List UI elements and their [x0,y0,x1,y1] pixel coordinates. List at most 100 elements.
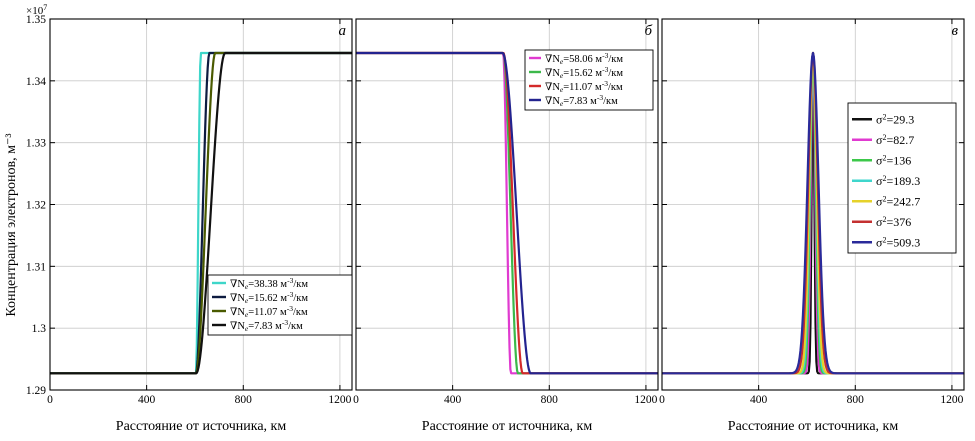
series-line-1-3 [355,51,659,375]
legend-entry: σ2=509.3 [876,235,920,249]
legend-value: =58.06 м [563,54,602,65]
legend: ∇Ne=58.06 м-3/км∇Ne=15.62 м-3/км∇Ne=11.0… [524,49,654,111]
legend-exponent: -3 [602,65,608,74]
legend-symbol: σ [876,133,883,147]
y-tick-label: 1.34 [26,76,46,88]
series-line-2-6 [661,51,965,375]
x-tick-label: 800 [541,394,559,406]
legend-value: =7.83 м [248,321,282,332]
legend-value: =15.62 м [563,68,602,79]
legend-symbol: σ [876,235,883,249]
panel-label: б [644,23,652,39]
legend-symbol: σ [876,194,883,208]
legend-exponent: -3 [602,79,608,88]
x-tick-label: 1200 [940,394,963,406]
y-tick-label: 1.35 [26,14,46,26]
legend-subscript: e [560,99,564,108]
legend-entry: σ2=136 [876,153,911,167]
legend-subscript: e [560,71,564,80]
legend-exponent: -3 [602,51,608,60]
legend-value: =82.7 [886,133,914,147]
legend-exponent: 2 [882,174,886,183]
legend-value: =11.07 м [563,82,602,93]
y-tick-label: 1.29 [26,385,46,397]
y-multiplier-base: ×10 [26,5,44,17]
legend-entry: σ2=189.3 [876,174,920,188]
x-axis-label: Расстояние от источника, км [422,419,593,434]
x-tick-label: 400 [138,394,156,406]
x-tick-label: 0 [47,394,53,406]
legend-value: =189.3 [886,174,920,188]
x-tick-label: 1200 [634,394,657,406]
legend-entry: ∇Ne=11.07 м-3/км [545,79,623,94]
legend-entry: ∇Ne=58.06 м-3/км [545,51,623,66]
y-multiplier-exponent: 7 [43,3,47,12]
legend-entry: σ2=242.7 [876,194,920,208]
legend-entry: ∇Ne=15.62 м-3/км [545,65,623,80]
legend-symbol: ∇N [545,82,560,93]
legend: σ2=29.3σ2=82.7σ2=136σ2=189.3σ2=242.7σ2=3… [847,102,957,254]
legend-subscript: e [560,85,564,94]
legend-exponent: 2 [882,153,886,162]
legend-exponent: -3 [597,93,603,102]
x-tick-label: 1200 [328,394,351,406]
y-tick-label: 1.33 [26,138,46,150]
legend-entry: ∇Ne=7.83 м-3/км [230,318,303,333]
panel-1: 0 400 800 1200 б Расстояние от источника, км ∇… [353,18,659,434]
legend-exponent: 2 [882,133,886,142]
legend-symbol: ∇N [230,321,245,332]
legend-symbol: σ [876,153,883,167]
legend-exponent: 2 [882,235,886,244]
legend-entry: ∇Ne=11.07 м-3/км [230,304,308,319]
legend-box [524,49,654,111]
panel-0: 0 400 800 1200 1.29 1.3 1.31 1.32 1.33 1.34 1.35 а Р… [26,14,353,434]
panel-label: в [951,23,958,39]
y-axis-label: Концентрация электронов, м⁻³ [4,133,19,316]
panel-label: а [339,23,347,39]
panels: 0 400 800 1200 1.29 1.3 1.31 1.32 1.33 1.34 1.35 а Р… [26,14,965,434]
legend-exponent: -3 [282,318,288,327]
x-tick-label: 800 [235,394,253,406]
legend-entry: ∇Ne=7.83 м-3/км [545,93,618,108]
panel-2: 0 400 800 1200 в Расстояние от источника, км σ… [659,18,965,434]
x-tick-label: 0 [659,394,665,406]
legend-unit: /км [293,293,308,304]
legend-value: =7.83 м [563,96,597,107]
legend-value: =136 [886,153,911,167]
legend-symbol: ∇N [230,307,245,318]
legend-exponent: -3 [287,304,293,313]
legend-value: =376 [886,215,911,229]
legend-symbol: ∇N [545,96,560,107]
legend-box [207,274,353,336]
legend-unit: /км [293,279,308,290]
legend-value: =15.62 м [248,293,287,304]
legend-exponent: 2 [882,215,886,224]
legend-symbol: σ [876,174,883,188]
legend-subscript: e [245,324,249,333]
legend-subscript: e [245,282,249,291]
legend-value: =509.3 [886,235,920,249]
legend-symbol: ∇N [545,68,560,79]
x-axis-label: Расстояние от источника, км [116,419,287,434]
legend-exponent: 2 [882,112,886,121]
legend-subscript: e [245,296,249,305]
legend-subscript: e [560,57,564,66]
legend-symbol: ∇N [230,293,245,304]
legend-exponent: -3 [287,290,293,299]
legend-unit: /км [608,54,623,65]
legend-entry: σ2=376 [876,215,911,229]
series-line-0-3 [49,51,353,375]
legend-symbol: σ [876,112,883,126]
legend-unit: /км [603,96,618,107]
y-tick-label: 1.3 [32,323,47,335]
legend-entry: σ2=29.3 [876,112,914,126]
legend-entry: σ2=82.7 [876,133,914,147]
legend-subscript: e [245,310,249,319]
legend-symbol: σ [876,215,883,229]
legend-exponent: 2 [882,194,886,203]
x-axis-label: Расстояние от источника, км [728,419,899,434]
x-tick-label: 400 [444,394,462,406]
y-tick-label: 1.31 [26,261,46,273]
x-tick-label: 0 [353,394,359,406]
legend: ∇Ne=38.38 м-3/км∇Ne=15.62 м-3/км∇Ne=11.0… [207,274,353,336]
